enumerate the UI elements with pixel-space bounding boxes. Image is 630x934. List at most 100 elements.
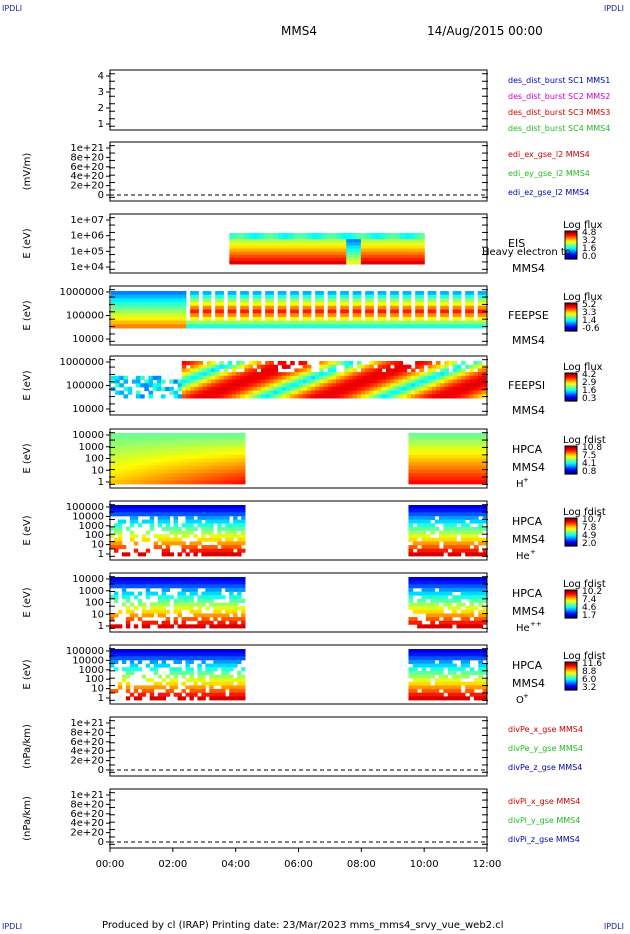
heatmap-cell: [149, 476, 155, 481]
heatmap-cell: [149, 584, 155, 589]
heatmap-cell: [209, 696, 214, 701]
heatmap-cell: [482, 541, 488, 546]
heatmap-cell: [377, 379, 383, 384]
heatmap-cell: [169, 390, 174, 395]
heatmap-cell: [439, 515, 444, 520]
heatmap-cell: [165, 324, 170, 329]
heatmap-cell: [127, 316, 133, 322]
heatmap-cell: [434, 512, 440, 517]
heatmap-cell: [233, 433, 238, 438]
heatmap-cell: [219, 375, 224, 380]
heatmap-cell: [141, 602, 147, 607]
heatmap-cell: [209, 667, 214, 672]
heatmap-cell: [145, 476, 151, 481]
heatmap-cell: [201, 465, 206, 470]
heatmap-cell: [206, 316, 212, 322]
heatmap-cell: [215, 291, 220, 296]
heatmap-cell: [404, 254, 411, 259]
y-tick-label: 1e+06: [70, 231, 104, 242]
heatmap-cell: [185, 624, 190, 629]
heatmap-cell: [136, 305, 141, 310]
heatmap-cell: [217, 541, 222, 546]
heatmap-cell: [312, 248, 318, 253]
heatmap-cell: [365, 320, 370, 325]
heatmap-cell: [173, 523, 178, 528]
heatmap-cell: [225, 465, 230, 470]
heatmap-cell: [133, 548, 139, 553]
heatmap-cell: [244, 305, 249, 310]
heatmap-cell: [161, 613, 167, 618]
heatmap-cell: [193, 476, 198, 481]
heatmap-cell: [137, 523, 143, 528]
heatmap-cell: [402, 379, 408, 384]
heatmap-cell: [202, 383, 208, 388]
heatmap-cell: [273, 364, 279, 369]
heatmap-cell: [193, 681, 198, 686]
heatmap-cell: [434, 458, 440, 463]
heatmap-cell: [447, 465, 453, 470]
heatmap-cell: [198, 375, 204, 380]
heatmap-cell: [408, 595, 414, 600]
heatmap-cell: [237, 591, 242, 596]
heatmap-cell: [417, 447, 422, 452]
heatmap-cell: [219, 309, 224, 314]
heatmap-cell: [205, 436, 210, 441]
heatmap-cell: [406, 394, 412, 399]
heatmap-cell: [448, 390, 454, 395]
heatmap-cell: [452, 298, 458, 303]
heatmap-cell: [277, 372, 283, 377]
heatmap-cell: [129, 451, 135, 456]
heatmap-cell: [117, 523, 123, 528]
heatmap-cell: [469, 692, 475, 697]
heatmap-cell: [281, 313, 287, 318]
heatmap-cell: [152, 386, 158, 392]
heatmap-cell: [141, 508, 147, 513]
heatmap-cell: [452, 519, 457, 524]
heatmap-cell: [234, 239, 240, 243]
heatmap-cell: [209, 545, 214, 550]
colorbar-tick-label: 10.8: [582, 443, 602, 453]
heatmap-cell: [241, 609, 246, 614]
colorbar-frame: [564, 445, 578, 475]
heatmap-cell: [205, 458, 210, 463]
heatmap-cell: [119, 291, 124, 296]
heatmap-cell: [380, 242, 386, 246]
heatmap-cell: [153, 652, 159, 657]
heatmap-cell: [136, 383, 141, 388]
heatmap-cell: [221, 670, 226, 675]
heatmap-cell: [125, 689, 131, 694]
heatmap-cell: [352, 372, 358, 377]
heatmap-cell: [229, 685, 234, 690]
heatmap-cell: [201, 552, 206, 557]
species-label: H: [516, 479, 524, 490]
heatmap-cell: [369, 320, 374, 325]
heatmap-cell: [473, 451, 479, 456]
heatmap-cell: [287, 245, 294, 249]
heatmap-cell: [461, 394, 466, 399]
heatmap-cell: [421, 692, 427, 697]
heatmap-cell: [460, 469, 466, 474]
heatmap-cell: [402, 320, 408, 325]
heatmap-cell: [252, 309, 258, 314]
heatmap-cell: [473, 692, 479, 697]
heatmap-cell: [469, 469, 475, 474]
heatmap-cell: [133, 613, 139, 618]
colorbar-swatch: [565, 461, 577, 463]
heatmap-cell: [248, 364, 254, 369]
heatmap-cell: [173, 458, 178, 463]
heatmap-cell: [117, 469, 123, 474]
heatmap-cell: [434, 689, 440, 694]
heatmap-cell: [430, 602, 436, 607]
heatmap-cell: [390, 236, 396, 240]
heatmap-cell: [256, 394, 262, 399]
heatmap-cell: [141, 469, 147, 474]
heatmap-cell: [417, 548, 422, 553]
heatmap-cell: [206, 298, 212, 303]
heatmap-cell: [127, 320, 133, 325]
heatmap-cell: [402, 316, 408, 322]
heatmap-cell: [241, 454, 246, 459]
heatmap-cell: [398, 324, 404, 329]
heatmap-cell: [161, 480, 167, 485]
heatmap-cell: [430, 689, 436, 694]
heatmap-cell: [381, 298, 387, 303]
